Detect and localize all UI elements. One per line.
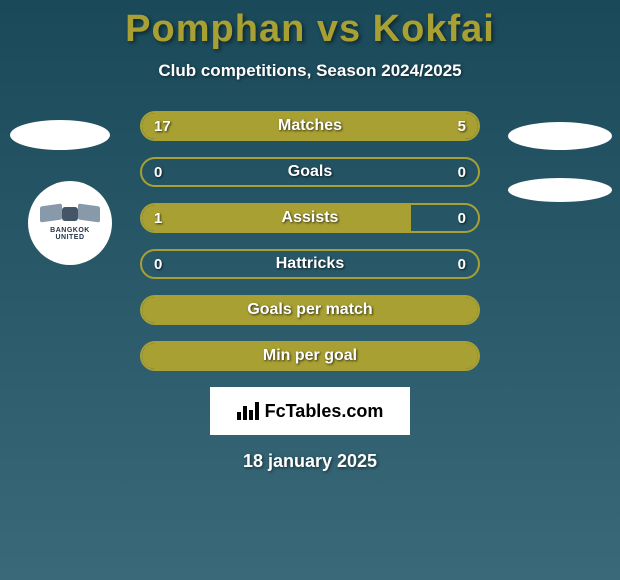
stat-fill-left — [142, 113, 401, 139]
stat-value-right: 0 — [458, 164, 466, 181]
stat-value-right: 5 — [458, 118, 466, 135]
bar-chart-icon — [237, 402, 259, 420]
comparison-title: Pomphan vs Kokfai — [0, 0, 620, 51]
player-left-club-crest: BANGKOK UNITED — [28, 181, 112, 265]
snapshot-date: 18 january 2025 — [0, 451, 620, 472]
stat-value-left: 17 — [154, 118, 171, 135]
player-right-logo-1 — [508, 122, 612, 150]
stat-row-matches: 17 Matches 5 — [140, 111, 480, 141]
stat-row-min-per-goal: Min per goal — [140, 341, 480, 371]
stats-container: 17 Matches 5 0 Goals 0 1 Assists 0 0 Hat… — [140, 111, 480, 371]
stat-fill-left — [142, 205, 411, 231]
stat-fill-right — [401, 113, 478, 139]
player-right-logo-2 — [508, 178, 612, 202]
stat-value-right: 0 — [458, 210, 466, 227]
comparison-subtitle: Club competitions, Season 2024/2025 — [0, 61, 620, 81]
crest-text: BANGKOK UNITED — [35, 227, 105, 241]
stat-label: Min per goal — [263, 347, 357, 365]
stat-label: Goals — [288, 163, 332, 181]
stat-value-left: 0 — [154, 164, 162, 181]
stat-label: Hattricks — [276, 255, 344, 273]
stat-value-left: 1 — [154, 210, 162, 227]
stat-label: Assists — [282, 209, 339, 227]
brand-text: FcTables.com — [265, 401, 384, 422]
club-crest-icon: BANGKOK UNITED — [35, 188, 105, 258]
stat-value-left: 0 — [154, 256, 162, 273]
stat-row-hattricks: 0 Hattricks 0 — [140, 249, 480, 279]
stat-row-goals-per-match: Goals per match — [140, 295, 480, 325]
player-left-logo-1 — [10, 120, 110, 150]
stat-label: Goals per match — [247, 301, 372, 319]
stat-row-assists: 1 Assists 0 — [140, 203, 480, 233]
crest-wings-icon — [40, 205, 100, 225]
stat-row-goals: 0 Goals 0 — [140, 157, 480, 187]
stat-value-right: 0 — [458, 256, 466, 273]
stat-label: Matches — [278, 117, 342, 135]
brand-attribution[interactable]: FcTables.com — [210, 387, 410, 435]
